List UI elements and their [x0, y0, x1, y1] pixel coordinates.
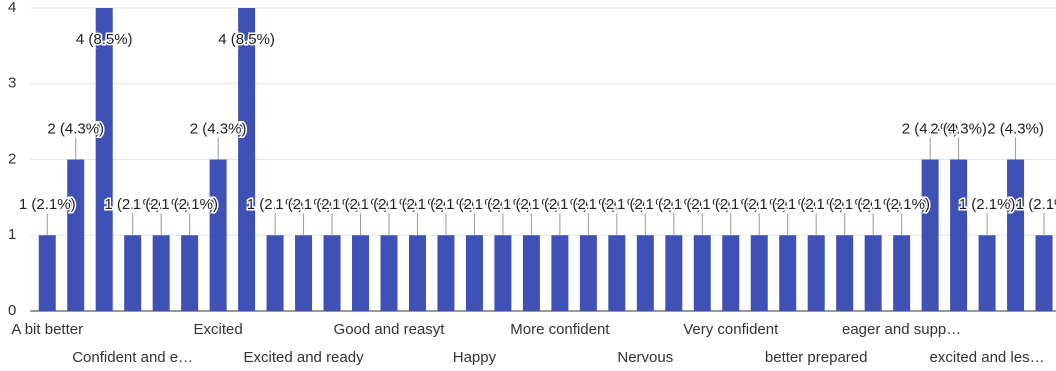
bar	[950, 159, 968, 311]
bar	[864, 235, 882, 311]
value-label: 2 (4.3%)	[930, 120, 987, 137]
x-tick-label: More confident	[510, 321, 610, 338]
bar	[1007, 159, 1025, 311]
bar	[978, 235, 996, 311]
y-tick-label: 3	[8, 75, 16, 92]
x-tick-label: eager and supp…	[842, 321, 961, 338]
value-label: 1 (2.1%)	[845, 196, 902, 213]
value-label: 2 (4.3%)	[47, 120, 104, 137]
x-tick-label: Very confident	[683, 321, 779, 338]
bar	[152, 235, 170, 311]
value-label: 2 (4.3%)	[902, 120, 959, 137]
bar	[437, 235, 455, 311]
bar	[408, 235, 426, 311]
value-label: 1 (2.1%)	[873, 196, 930, 213]
value-label: 1 (2.1%)	[361, 196, 418, 213]
x-tick-label: Good and reasyt	[334, 321, 446, 338]
bar	[893, 235, 911, 311]
x-tick-label: Happy	[453, 349, 497, 366]
value-label: 1 (2.1%)	[475, 196, 532, 213]
bar	[551, 235, 569, 311]
bar	[209, 159, 227, 311]
value-label: 2 (4.3%)	[190, 120, 247, 137]
value-label: 2 (4.3%)	[987, 120, 1044, 137]
bar	[266, 235, 284, 311]
bar	[238, 8, 256, 311]
value-label: 1 (2.1%)	[503, 196, 560, 213]
x-tick-label: better prepared	[765, 349, 868, 366]
bar	[636, 235, 654, 311]
value-label: 1 (2.1%)	[389, 196, 446, 213]
value-label: 1 (2.1%)	[702, 196, 759, 213]
x-tick-label: Excited	[194, 321, 243, 338]
bar	[1035, 235, 1053, 311]
value-label: 1 (2.1%)	[275, 196, 332, 213]
x-tick-label: Excited and ready	[244, 349, 365, 366]
bar	[181, 235, 199, 311]
bar	[494, 235, 512, 311]
bar	[38, 235, 56, 311]
bar	[665, 235, 683, 311]
bar	[380, 235, 398, 311]
x-tick-label: excited and les…	[930, 349, 1045, 366]
value-label: 1 (2.1%)	[617, 196, 674, 213]
value-label: 1 (2.1%)	[247, 196, 304, 213]
bar	[608, 235, 626, 311]
bar	[352, 235, 370, 311]
bar	[67, 159, 85, 311]
value-label: 4 (8.5%)	[218, 31, 275, 48]
bar	[722, 235, 740, 311]
bar	[807, 235, 825, 311]
bar	[295, 235, 313, 311]
value-label: 1 (2.1%)	[588, 196, 645, 213]
value-label: 1 (2.1%)	[418, 196, 475, 213]
bar	[465, 235, 483, 311]
value-label: 1 (2.1%)	[104, 196, 161, 213]
value-label: 4 (8.5%)	[76, 31, 133, 48]
value-label: 1 (2.1%)	[674, 196, 731, 213]
value-label: 1 (2.1%)	[19, 196, 76, 213]
y-tick-label: 0	[8, 302, 16, 319]
value-label: 1 (2.1%)	[532, 196, 589, 213]
value-label: 1 (2.1%)	[332, 196, 389, 213]
bar	[921, 159, 939, 311]
value-label: 1 (2.1%)	[788, 196, 845, 213]
bar	[693, 235, 711, 311]
bar	[95, 8, 113, 311]
y-tick-label: 2	[8, 150, 16, 167]
value-label: 1 (2.1%)	[731, 196, 788, 213]
bar	[750, 235, 768, 311]
value-label: 1 (2.1%)	[959, 196, 1016, 213]
x-tick-label: Confident and e…	[72, 349, 193, 366]
value-label: 1 (2.1%)	[1016, 196, 1056, 213]
bar	[579, 235, 597, 311]
value-label: 1 (2.1%)	[161, 196, 218, 213]
value-label: 1 (2.1%)	[304, 196, 361, 213]
bar	[836, 235, 854, 311]
bar	[779, 235, 797, 311]
value-label: 1 (2.1%)	[560, 196, 617, 213]
value-label: 1 (2.1%)	[446, 196, 503, 213]
y-tick-label: 1	[8, 226, 16, 243]
value-label: 1 (2.1%)	[133, 196, 190, 213]
value-label: 1 (2.1%)	[759, 196, 816, 213]
x-tick-label: Nervous	[617, 349, 673, 366]
bar	[323, 235, 341, 311]
value-label: 1 (2.1%)	[645, 196, 702, 213]
bar	[124, 235, 142, 311]
bar	[522, 235, 540, 311]
value-label: 1 (2.1%)	[816, 196, 873, 213]
x-tick-label: A bit better	[11, 321, 83, 338]
y-tick-label: 4	[8, 0, 16, 16]
